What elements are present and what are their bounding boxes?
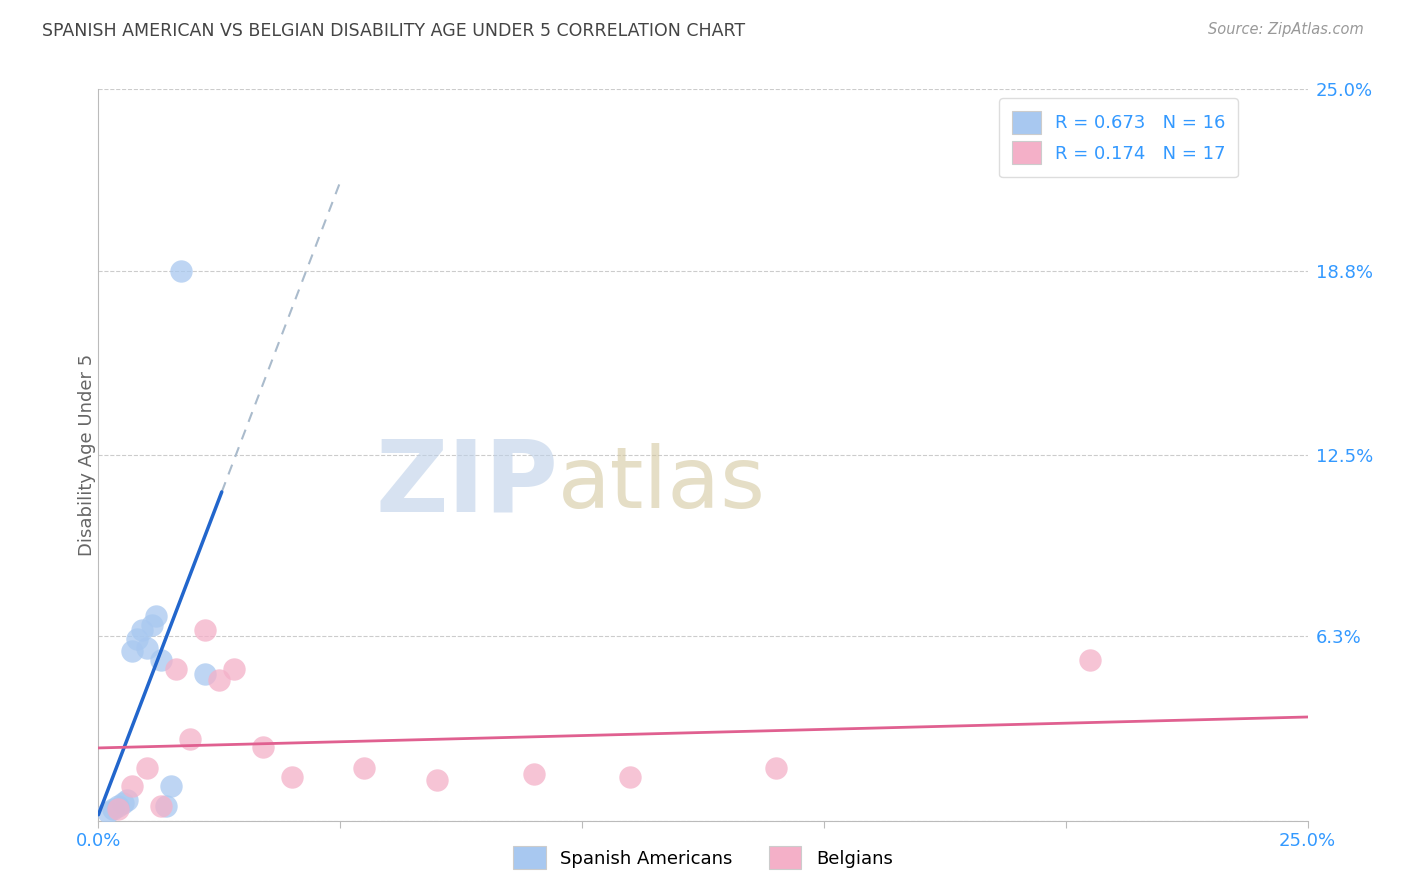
Text: Source: ZipAtlas.com: Source: ZipAtlas.com	[1208, 22, 1364, 37]
Point	[169, 263, 191, 277]
Legend: Spanish Americans, Belgians: Spanish Americans, Belgians	[505, 838, 901, 879]
Y-axis label: Disability Age Under 5: Disability Age Under 5	[79, 354, 96, 556]
Point	[1078, 653, 1101, 667]
Point	[194, 624, 217, 638]
Point	[121, 644, 143, 658]
Point	[135, 640, 157, 655]
Text: SPANISH AMERICAN VS BELGIAN DISABILITY AGE UNDER 5 CORRELATION CHART: SPANISH AMERICAN VS BELGIAN DISABILITY A…	[42, 22, 745, 40]
Point	[281, 770, 304, 784]
Point	[165, 661, 187, 675]
Point	[179, 731, 201, 746]
Legend: R = 0.673   N = 16, R = 0.174   N = 17: R = 0.673 N = 16, R = 0.174 N = 17	[1000, 98, 1239, 178]
Point	[619, 770, 641, 784]
Text: ZIP: ZIP	[375, 435, 558, 533]
Point	[97, 805, 120, 819]
Point	[765, 761, 787, 775]
Point	[131, 624, 153, 638]
Point	[111, 796, 134, 810]
Point	[141, 617, 163, 632]
Point	[127, 632, 149, 647]
Point	[426, 772, 449, 787]
Point	[121, 779, 143, 793]
Point	[101, 802, 124, 816]
Point	[155, 799, 177, 814]
Point	[252, 740, 274, 755]
Point	[107, 799, 129, 814]
Point	[150, 799, 173, 814]
Point	[194, 667, 217, 681]
Point	[222, 661, 245, 675]
Point	[135, 761, 157, 775]
Point	[160, 779, 183, 793]
Point	[208, 673, 231, 688]
Point	[150, 653, 173, 667]
Point	[523, 767, 546, 781]
Point	[117, 793, 139, 807]
Point	[107, 802, 129, 816]
Point	[353, 761, 375, 775]
Text: atlas: atlas	[558, 442, 766, 525]
Point	[145, 608, 167, 623]
